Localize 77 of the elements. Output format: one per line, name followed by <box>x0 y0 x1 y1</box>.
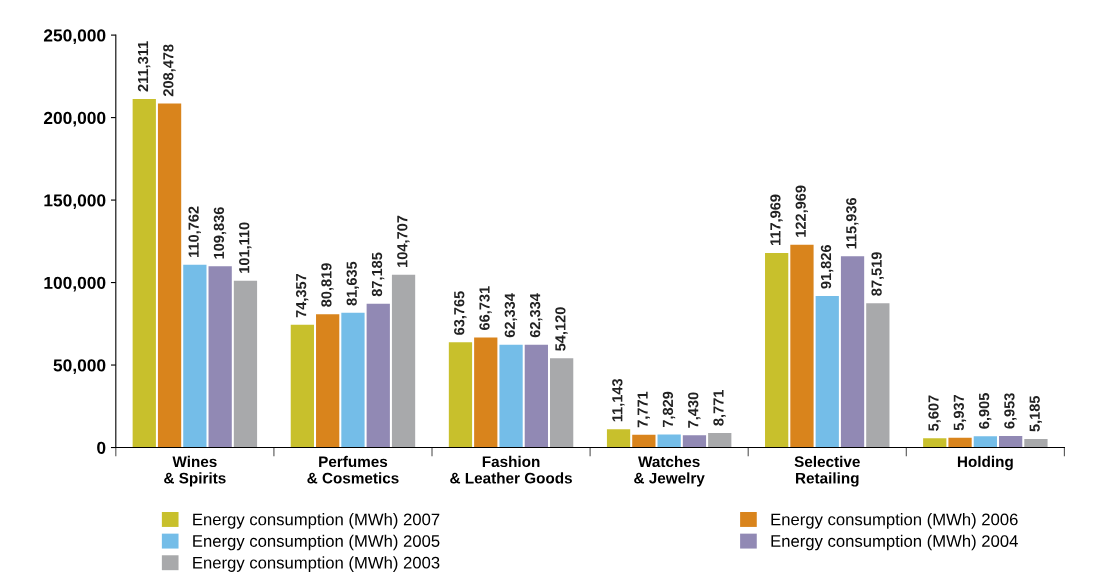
y-tick-label: 0 <box>97 441 106 454</box>
bar <box>682 435 707 448</box>
data-label: 117,969 <box>770 194 783 246</box>
bar <box>233 280 258 448</box>
data-label: 5,185 <box>1029 395 1042 432</box>
bar <box>366 303 390 448</box>
data-label: 11,143 <box>612 378 625 422</box>
bar <box>840 256 865 448</box>
data-label: 74,357 <box>295 273 309 318</box>
data-label: 87,185 <box>371 252 385 297</box>
x-tick-label: Holding <box>957 455 1013 471</box>
bar <box>657 434 681 448</box>
data-label: 80,819 <box>321 263 334 307</box>
y-tick-label: 200,000 <box>43 111 106 127</box>
data-label: 66,731 <box>479 286 492 330</box>
data-label: 5,937 <box>953 394 967 431</box>
bar <box>866 303 890 448</box>
bar <box>157 103 182 448</box>
data-label: 208,478 <box>163 44 176 97</box>
bar <box>999 436 1023 448</box>
bar <box>765 252 789 448</box>
y-tick-label: 250,000 <box>43 29 106 45</box>
bar <box>923 438 947 448</box>
legend-label: Energy consumption (MWh) 2004 <box>771 534 1018 551</box>
bar <box>391 274 416 448</box>
legend-label: Energy consumption (MWh) 2003 <box>193 556 440 572</box>
bar <box>1024 438 1048 448</box>
bar <box>524 344 548 448</box>
data-label: 7,430 <box>688 392 701 428</box>
bar <box>708 433 732 448</box>
data-label: 8,771 <box>713 390 726 426</box>
data-label: 6,905 <box>978 393 992 429</box>
x-tick-label: Fashion & Leather Goods <box>450 455 572 484</box>
y-tick-label: 50,000 <box>53 359 106 375</box>
data-label: 81,635 <box>346 261 359 306</box>
bar <box>208 266 232 448</box>
data-label: 110,762 <box>188 206 201 257</box>
x-tick-label: Wines & Spirits <box>164 455 226 487</box>
data-label: 109,836 <box>213 207 227 259</box>
y-tick-label: 150,000 <box>44 194 106 210</box>
bar <box>316 314 340 448</box>
bar <box>290 324 315 448</box>
data-label: 211,311 <box>137 41 151 92</box>
data-label: 62,334 <box>504 293 518 338</box>
x-tick-label: Selective Retailing <box>794 455 860 487</box>
bar <box>632 434 656 448</box>
y-tick-label: 100,000 <box>44 276 106 292</box>
x-tick-label: Perfumes & Cosmetics <box>307 455 399 484</box>
bar <box>973 436 997 448</box>
data-label: 7,829 <box>662 391 676 428</box>
bar <box>341 312 365 448</box>
legend-label: Energy consumption (MWh) 2007 <box>193 513 440 529</box>
bar <box>474 337 498 448</box>
data-label: 87,519 <box>871 252 884 296</box>
bar <box>550 358 574 448</box>
legend-label: Energy consumption (MWh) 2006 <box>771 513 1018 529</box>
data-label: 63,765 <box>454 291 467 335</box>
legend-label: Energy consumption (MWh) 2005 <box>193 534 440 551</box>
bar <box>606 429 631 448</box>
data-label: 5,607 <box>928 395 941 431</box>
data-label: 7,771 <box>637 391 650 428</box>
data-label: 104,707 <box>397 215 410 267</box>
bar <box>183 264 207 448</box>
data-label: 62,334 <box>529 293 543 338</box>
bar <box>790 244 814 448</box>
data-label: 122,969 <box>795 185 808 237</box>
data-label: 91,826 <box>820 245 834 289</box>
bar <box>815 296 839 448</box>
bar <box>132 98 156 448</box>
bar <box>448 342 473 448</box>
data-label: 115,936 <box>846 197 859 249</box>
data-label: 6,953 <box>1004 393 1017 429</box>
bar <box>499 344 523 448</box>
x-tick-label: Watches & Jewelry <box>634 455 705 487</box>
data-label: 101,110 <box>239 222 252 273</box>
bar <box>948 437 972 448</box>
data-label: 54,120 <box>555 307 568 351</box>
